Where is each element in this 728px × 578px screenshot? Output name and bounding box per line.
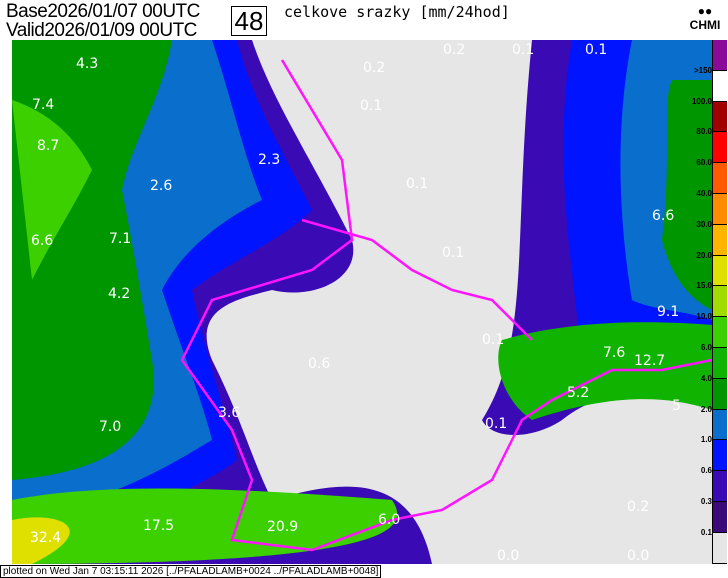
map-value-label: 0.1 xyxy=(406,176,428,192)
legend-swatch xyxy=(713,501,727,533)
map-value-label: 4.3 xyxy=(76,56,98,72)
map-value-label: 12.7 xyxy=(634,353,665,369)
legend-swatch xyxy=(713,224,727,256)
legend-label: 15.0 xyxy=(696,281,712,291)
map-value-label: 6.6 xyxy=(31,233,53,249)
legend-label: 0.3 xyxy=(700,497,712,506)
legend-swatch xyxy=(713,409,727,441)
map-value-label: 0.0 xyxy=(627,548,649,564)
precipitation-map: 4.3 7.4 8.7 2.3 2.6 0.2 0.1 0.1 0.1 0.1 0.1 6.6 6.6 7… xyxy=(12,40,712,564)
legend-label: >150 xyxy=(693,65,712,75)
map-value-label: 7.6 xyxy=(603,345,625,361)
legend-swatch xyxy=(713,132,727,164)
map-value-label: 4.2 xyxy=(108,286,130,302)
map-value-label: 2.3 xyxy=(258,152,280,168)
map-value-label: 0.1 xyxy=(442,245,464,261)
legend-label: 0.1 xyxy=(700,527,712,537)
legend-swatch xyxy=(713,255,727,287)
map-value-label: 0.1 xyxy=(512,42,534,58)
valid-time: Valid2026/01/09 00UTC xyxy=(6,20,197,41)
legend-swatch xyxy=(713,440,727,472)
map-value-label: 5.2 xyxy=(567,385,589,401)
forecast-hour: 48 xyxy=(231,6,267,36)
map-value-label: 7.0 xyxy=(99,419,121,435)
map-value-label: 5 xyxy=(672,398,681,414)
map-value-label: 0.0 xyxy=(497,548,519,564)
legend-label: 40.0 xyxy=(696,189,712,198)
legend-swatch xyxy=(713,378,727,410)
legend-swatch xyxy=(713,317,727,348)
legend-label: 6.0 xyxy=(700,343,712,352)
legend-swatch xyxy=(713,193,727,225)
color-legend xyxy=(712,40,727,564)
legend-label: 60.0 xyxy=(696,158,712,168)
legend-swatch xyxy=(713,70,727,102)
map-value-label: 3.6 xyxy=(218,405,240,421)
map-value-label: 0.1 xyxy=(482,332,504,348)
plot-footer: plotted on Wed Jan 7 03:15:11 2026 [../P… xyxy=(0,565,382,578)
legend-swatch xyxy=(713,532,727,564)
legend-label: 4.0 xyxy=(700,373,712,383)
map-value-label: 0.1 xyxy=(485,416,507,432)
chmi-logo: ●● CHMI xyxy=(689,4,721,32)
legend-label: 100.0 xyxy=(691,96,712,106)
map-value-label: 0.1 xyxy=(360,98,382,114)
legend-swatch xyxy=(713,471,727,502)
map-value-label: 7.4 xyxy=(32,97,54,113)
legend-label: 2.0 xyxy=(700,404,712,414)
map-value-label: 2.6 xyxy=(150,178,172,194)
legend-label: 1.0 xyxy=(700,435,712,445)
legend-label: 30.0 xyxy=(696,219,712,229)
legend-label: 0.6 xyxy=(700,466,712,476)
map-value-label: 8.7 xyxy=(37,138,59,154)
legend-label: 20.0 xyxy=(696,250,712,260)
legend-swatch xyxy=(713,101,727,133)
map-value-label: 6.6 xyxy=(652,208,674,224)
legend-label: 80.0 xyxy=(696,127,712,137)
legend-swatch xyxy=(713,163,727,194)
legend-swatch xyxy=(713,286,727,318)
map-value-label: 0.6 xyxy=(308,356,330,372)
base-time: Base2026/01/07 00UTC xyxy=(6,1,200,22)
map-value-label: 20.9 xyxy=(267,519,298,535)
map-value-label: 7.1 xyxy=(109,231,131,247)
map-value-label: 0.2 xyxy=(443,42,465,58)
map-value-label: 6.0 xyxy=(378,512,400,528)
map-value-label: 0.1 xyxy=(585,42,607,58)
legend-swatch xyxy=(713,347,727,379)
map-value-label: 9.1 xyxy=(657,304,679,320)
map-value-label: 32.4 xyxy=(30,530,61,546)
map-value-labels: 4.3 7.4 8.7 2.3 2.6 0.2 0.1 0.1 0.1 0.1 0.1 6.6 6.6 7… xyxy=(30,42,681,564)
map-title: celkove srazky [mm/24hod] xyxy=(284,3,510,21)
legend-swatch xyxy=(713,40,727,71)
legend-label: 10.0 xyxy=(696,312,712,322)
map-value-label: 0.2 xyxy=(363,60,385,76)
map-value-label: 17.5 xyxy=(143,518,174,534)
map-value-label: 0.2 xyxy=(627,499,649,515)
